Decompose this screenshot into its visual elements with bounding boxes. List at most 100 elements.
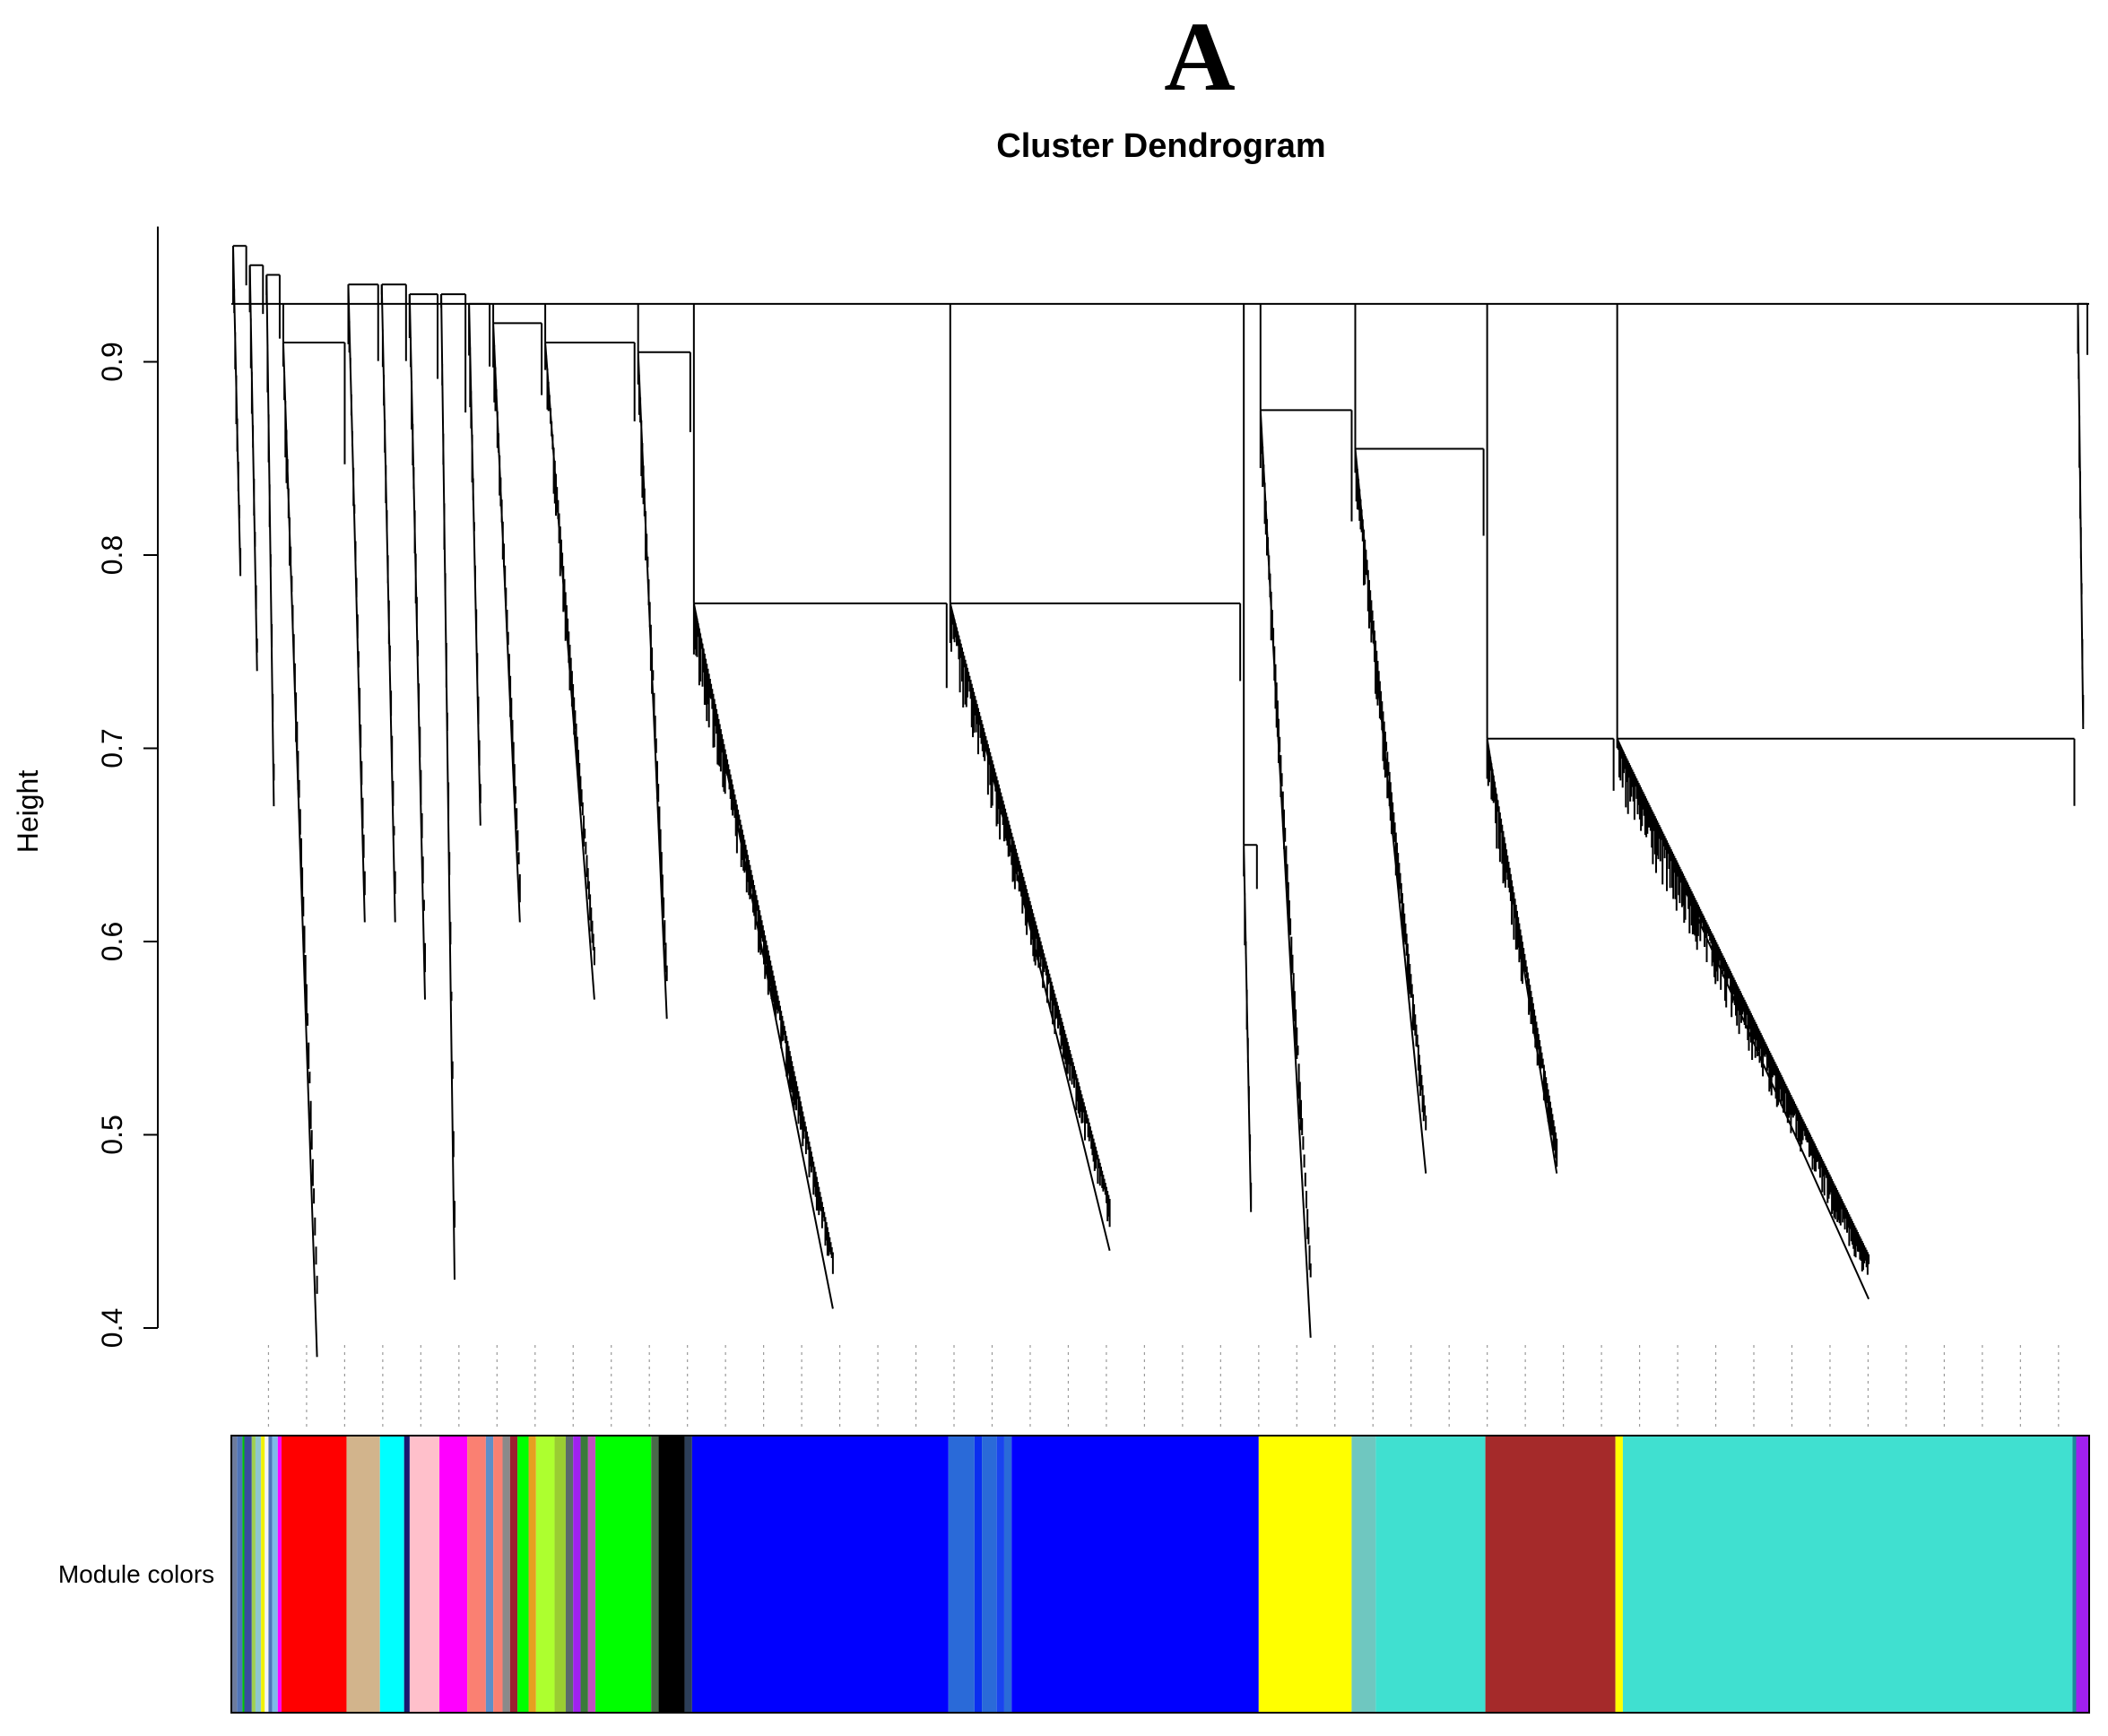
branch-leaves <box>492 323 543 923</box>
module-color-darkturquoise <box>2072 1436 2077 1713</box>
module-color-turquoise <box>1375 1436 1486 1713</box>
branch-leaves <box>282 342 346 1358</box>
module-color-lightcyan <box>1351 1436 1376 1713</box>
module-color-red <box>281 1436 347 1713</box>
module-color-bar <box>230 1435 2090 1714</box>
y-axis-label: Height <box>12 770 44 854</box>
branch-yellow <box>1259 303 1353 1338</box>
branch-leaves <box>1354 448 1485 1174</box>
branch-red <box>282 303 346 1358</box>
branch-cyan <box>380 283 407 923</box>
module-color-green <box>242 1436 245 1713</box>
module-color-blue <box>996 1436 1004 1713</box>
module-color-yellow <box>1258 1436 1352 1713</box>
branch-magenta <box>440 293 467 1280</box>
module-color-green <box>517 1436 529 1713</box>
branch-leaves <box>440 294 467 1280</box>
branch-green <box>544 303 636 1000</box>
module-color-skyblue <box>272 1436 278 1713</box>
branch-leaves <box>692 603 948 1309</box>
branch-pink <box>408 293 439 1000</box>
branch-greenyellow <box>492 303 543 923</box>
module-color-brown <box>1485 1436 1616 1713</box>
y-tick-label: 0.8 <box>96 535 128 575</box>
branch-leaves <box>232 246 247 577</box>
module-color-darkslateblue <box>684 1436 692 1713</box>
branch-tan <box>347 283 379 923</box>
y-tick-label: 0.4 <box>96 1308 128 1348</box>
branch-leaves <box>637 352 691 1020</box>
branch-leaves <box>408 294 439 1000</box>
module-color-midnightblue <box>244 1436 252 1713</box>
module-color-purple <box>2076 1436 2089 1713</box>
chart-title: Cluster Dendrogram <box>996 127 1325 165</box>
branch-leaves <box>347 284 379 923</box>
module-color-violet <box>587 1436 596 1713</box>
module-color-grey <box>231 1436 238 1713</box>
module-color-steelblue <box>237 1436 243 1713</box>
branch-blue-sub-1 <box>692 303 948 1309</box>
branch-turquoise-sub-1 <box>1354 303 1485 1174</box>
module-color-steelblue <box>485 1436 494 1713</box>
module-color-royalblue <box>948 1436 975 1713</box>
module-color-paleturquoise <box>255 1436 262 1713</box>
module-color-yellowgreen <box>554 1436 566 1713</box>
module-color-green <box>595 1436 652 1713</box>
module-color-salmon <box>467 1436 486 1713</box>
panel-letter: A <box>1164 2 1235 111</box>
module-color-darkred <box>509 1436 518 1713</box>
branch-leaves <box>544 342 636 1000</box>
y-axis: 0.4 0.5 0.6 0.7 0.8 0.9 <box>96 226 159 1348</box>
module-color-salmon <box>493 1436 503 1713</box>
module-color-midnightblue <box>403 1436 410 1713</box>
module-color-purple <box>573 1436 581 1713</box>
dendrogram-tree <box>231 245 2089 1358</box>
branch-grey-cluster-2 <box>248 264 265 672</box>
branch-leaves <box>248 265 265 672</box>
module-color-magenta <box>277 1436 282 1713</box>
branch-leaves <box>2077 303 2088 730</box>
module-colors-label: Module colors <box>58 1560 214 1588</box>
module-color-cyan <box>379 1436 404 1713</box>
module-color-darkolivegreen <box>651 1436 659 1713</box>
module-color-bar-border <box>230 1435 2090 1714</box>
branch-leaves <box>1243 845 1258 1212</box>
module-color-blue <box>974 1436 983 1713</box>
branch-purple <box>2077 302 2088 730</box>
module-color-white <box>265 1436 269 1713</box>
module-color-black <box>658 1436 685 1713</box>
y-tick-label: 0.6 <box>96 922 128 961</box>
module-color-orange <box>528 1436 536 1713</box>
module-color-darkgrey <box>565 1436 574 1713</box>
module-color-blue <box>1011 1436 1259 1713</box>
module-color-grey60 <box>502 1436 510 1713</box>
module-color-yellow <box>1615 1436 1623 1713</box>
branch-black <box>637 303 691 1020</box>
branch-leaves <box>468 303 491 826</box>
module-color-yellow <box>261 1436 265 1713</box>
branch-grey-cluster-3 <box>265 273 281 807</box>
branch-leaves <box>1486 738 1615 1174</box>
branch-blue-sub-3 <box>1243 303 1258 1212</box>
y-tick-label: 0.7 <box>96 728 128 768</box>
branch-blue-sub-2 <box>949 303 1242 1252</box>
branch-leaves <box>380 284 407 923</box>
module-color-magenta <box>439 1436 468 1713</box>
branch-leaves <box>1616 738 2076 1300</box>
branch-turquoise-sub-2 <box>1616 303 2076 1300</box>
module-color-greenyellow <box>535 1436 555 1713</box>
y-tick-label: 0.5 <box>96 1115 128 1154</box>
module-color-turquoise <box>1622 1436 2073 1713</box>
y-tick-label: 0.9 <box>96 342 128 381</box>
branch-leaves <box>265 274 281 807</box>
module-color-pink <box>409 1436 440 1713</box>
branch-grey-cluster-1 <box>232 245 247 577</box>
branch-leaves <box>949 603 1242 1252</box>
branch-brown <box>1486 303 1615 1174</box>
branch-leaves <box>1259 410 1353 1338</box>
module-color-tan <box>346 1436 380 1713</box>
module-color-steelblue <box>268 1436 273 1713</box>
module-color-royalblue <box>1003 1436 1012 1713</box>
module-color-darkgreen <box>580 1436 588 1713</box>
